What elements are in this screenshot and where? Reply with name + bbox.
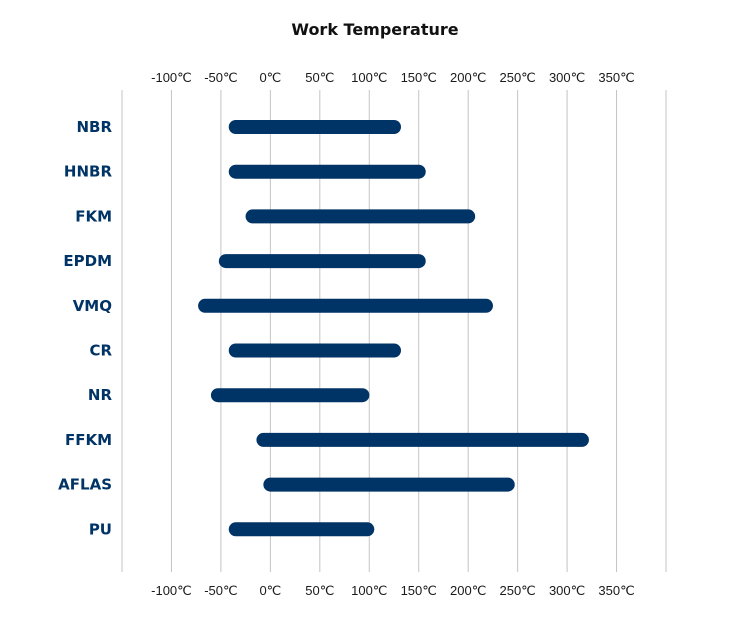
category-label: CR [89,342,112,360]
bottom-tick-label: 100℃ [351,583,387,598]
top-tick-label: 100℃ [351,70,387,85]
top-tick-label: 350℃ [598,70,634,85]
category-label: HNBR [64,163,113,181]
category-label: PU [89,520,112,538]
bottom-tick-label: 200℃ [450,583,486,598]
category-label: VMQ [73,297,112,315]
bottom-tick-label: 250℃ [499,583,535,598]
category-label: EPDM [63,252,112,270]
grid-lines [121,90,667,572]
category-label: NR [88,386,113,404]
top-tick-label: 150℃ [401,70,437,85]
category-label: AFLAS [58,476,112,494]
top-tick-label: 300℃ [549,70,585,85]
category-label: NBR [76,118,112,136]
bottom-tick-label: 150℃ [401,583,437,598]
chart-title: Work Temperature [291,20,458,39]
bottom-tick-label: -50℃ [204,583,237,598]
range-bars [198,120,589,537]
category-labels: NBR HNBR FKM EPDM VMQ CR NR FFKM AFLAS PU [58,118,112,538]
top-tick-label: 200℃ [450,70,486,85]
bottom-tick-label: 50℃ [305,583,334,598]
axis-tick-labels: -100℃ -100℃ -50℃ -50℃ 0℃ 0℃ 50℃ 50℃ 100℃ 100℃ 150℃… [151,70,635,598]
bottom-tick-label: -100℃ [151,583,192,598]
category-label: FFKM [65,431,112,449]
bottom-tick-label: 350℃ [598,583,634,598]
top-tick-label: -100℃ [151,70,192,85]
bottom-tick-label: 0℃ [259,583,281,598]
top-tick-label: -50℃ [204,70,237,85]
top-tick-label: 0℃ [259,70,281,85]
category-label: FKM [75,207,112,225]
top-tick-label: 250℃ [499,70,535,85]
bottom-tick-label: 300℃ [549,583,585,598]
top-tick-label: 50℃ [305,70,334,85]
